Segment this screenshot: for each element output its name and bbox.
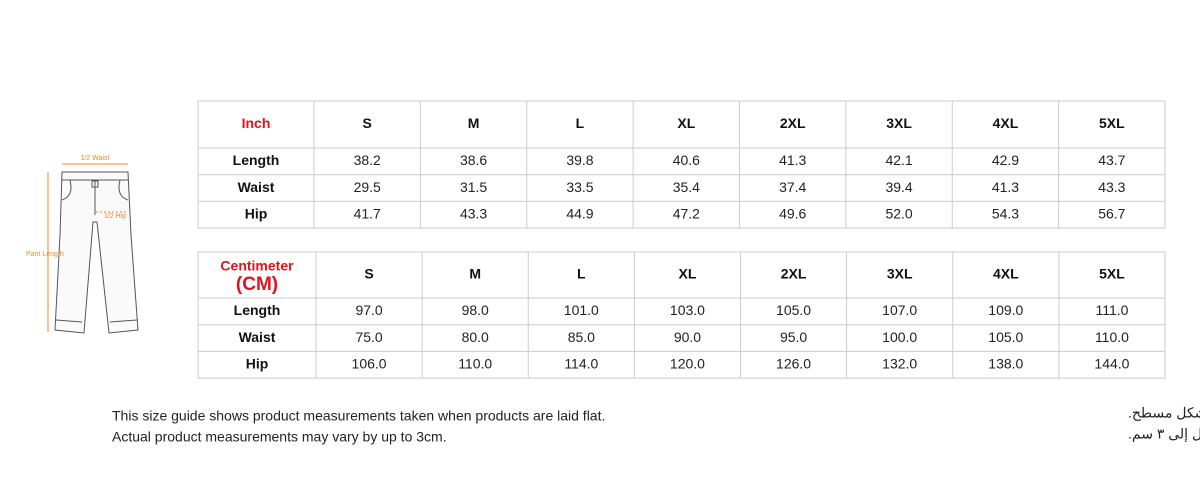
cell-value: 126.0 (776, 355, 811, 371)
size-header: 3XL (887, 266, 913, 282)
size-header: S (363, 115, 372, 131)
cell-value: 101.0 (564, 302, 599, 318)
size-header: 4XL (993, 266, 1019, 282)
unit-label: Inch (242, 115, 271, 131)
cell-value: 39.8 (566, 152, 593, 168)
pants-diagram (47, 163, 139, 334)
cell-value: 39.4 (885, 179, 912, 195)
cell-value: 95.0 (780, 329, 807, 345)
cell-value: 37.4 (779, 179, 806, 195)
cell-value: 111.0 (1095, 302, 1128, 318)
row-label: Waist (239, 329, 276, 345)
row-label: Hip (246, 355, 269, 371)
cell-value: 38.6 (460, 152, 487, 168)
note-arabic: قد تختلف القياسات الفعلية للمنتج بما يصل… (1128, 426, 1200, 443)
size-header: M (468, 115, 480, 131)
cell-value: 29.5 (354, 179, 381, 195)
row-label: Length (233, 152, 280, 168)
cell-value: 42.9 (992, 152, 1019, 168)
cell-value: 54.3 (992, 205, 1019, 221)
cell-value: 41.7 (354, 205, 381, 221)
size-header: 5XL (1099, 115, 1125, 131)
note-arabic: يوضح دليل المقاسات هذا قياسات المنتج عند… (1128, 405, 1200, 422)
cell-value: 109.0 (988, 302, 1023, 318)
size-header: S (364, 266, 373, 282)
row-label: Length (234, 302, 281, 318)
size-header: L (577, 266, 586, 282)
cell-value: 110.0 (458, 355, 492, 371)
cell-value: 138.0 (988, 355, 1023, 371)
cell-value: 75.0 (355, 329, 382, 345)
cell-value: 110.0 (1095, 329, 1129, 345)
cell-value: 85.0 (568, 329, 595, 345)
diagram-label: Pant Length (26, 251, 64, 258)
cell-value: 105.0 (988, 329, 1023, 345)
unit-label: Centimeter (220, 258, 294, 274)
cell-value: 114.0 (564, 355, 598, 371)
cell-value: 43.3 (1098, 179, 1125, 195)
cell-value: 97.0 (355, 302, 382, 318)
unit-label: (CM) (236, 274, 278, 295)
cell-value: 31.5 (460, 179, 487, 195)
note-english: Actual product measurements may vary by … (112, 429, 447, 445)
cell-value: 42.1 (885, 152, 912, 168)
table-border (197, 100, 1166, 229)
cell-value: 56.7 (1098, 205, 1125, 221)
cell-value: 47.2 (673, 205, 700, 221)
size-header: 3XL (886, 115, 912, 131)
size-header: 2XL (781, 266, 807, 282)
cell-value: 100.0 (882, 329, 917, 345)
cell-value: 90.0 (674, 329, 701, 345)
cell-value: 40.6 (673, 152, 700, 168)
cell-value: 44.9 (566, 205, 593, 221)
cell-value: 43.3 (460, 205, 487, 221)
cell-value: 132.0 (882, 355, 917, 371)
cell-value: 98.0 (462, 302, 489, 318)
size-header: 5XL (1099, 266, 1125, 282)
size-header: M (469, 266, 481, 282)
size-header: 2XL (780, 115, 806, 131)
table-border (197, 251, 1166, 379)
cell-value: 35.4 (673, 179, 700, 195)
size-header: 4XL (993, 115, 1019, 131)
cell-value: 103.0 (670, 302, 705, 318)
cell-value: 41.3 (779, 152, 806, 168)
cell-value: 120.0 (670, 355, 705, 371)
size-header: XL (678, 266, 696, 282)
cell-value: 105.0 (776, 302, 811, 318)
cell-value: 33.5 (566, 179, 593, 195)
diagram-label: 1/2 Waist (81, 155, 110, 162)
row-label: Hip (245, 205, 268, 221)
diagram-label: 1/2 Hip (104, 213, 126, 220)
cell-value: 106.0 (352, 355, 387, 371)
size-header: L (576, 115, 585, 131)
cell-value: 80.0 (462, 329, 489, 345)
cell-value: 41.3 (992, 179, 1019, 195)
note-english: This size guide shows product measuremen… (112, 408, 605, 424)
cell-value: 49.6 (779, 205, 806, 221)
cell-value: 107.0 (882, 302, 917, 318)
size-header: XL (677, 115, 695, 131)
cell-value: 52.0 (885, 205, 912, 221)
cell-value: 43.7 (1098, 152, 1125, 168)
cell-value: 144.0 (1094, 355, 1129, 371)
row-label: Waist (238, 179, 275, 195)
cell-value: 38.2 (354, 152, 381, 168)
